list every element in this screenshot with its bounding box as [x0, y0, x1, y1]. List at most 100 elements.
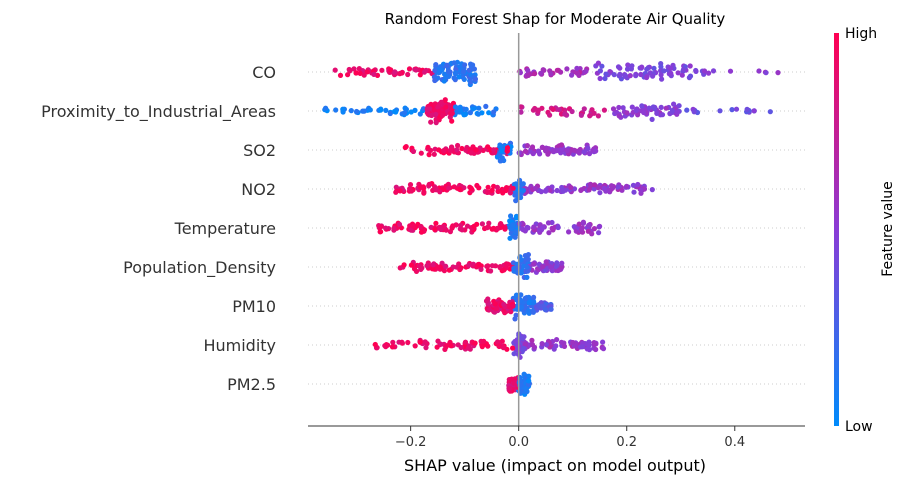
shap-point [756, 68, 762, 74]
shap-point [444, 62, 450, 68]
shap-point [436, 108, 442, 114]
shap-point [431, 151, 437, 157]
shap-point [393, 189, 399, 195]
shap-point [397, 188, 403, 194]
shap-point [518, 270, 524, 276]
shap-point [529, 342, 536, 348]
shap-point [489, 187, 495, 193]
shap-point [432, 77, 438, 84]
shap-point [408, 109, 414, 115]
shap-point [717, 108, 723, 114]
shap-point [641, 109, 647, 116]
shap-point [639, 103, 645, 109]
shap-point [659, 76, 665, 82]
shap-point [511, 380, 517, 386]
shap-point [458, 222, 464, 229]
shap-point [468, 79, 474, 85]
shap-point [635, 112, 641, 118]
shap-point [452, 104, 459, 110]
shap-point [459, 227, 465, 233]
shap-point [538, 70, 544, 76]
shap-point [564, 148, 570, 154]
shap-point [548, 264, 554, 270]
shap-point [454, 147, 460, 153]
shap-point [340, 106, 346, 112]
shap-point [484, 263, 490, 269]
shap-point [422, 339, 428, 345]
shap-point [519, 335, 525, 341]
shap-point [595, 113, 602, 119]
shap-point [654, 110, 660, 116]
shap-point [402, 144, 408, 151]
shap-point [371, 71, 377, 77]
shap-point [424, 106, 430, 112]
shap-point [687, 63, 693, 69]
shap-point [456, 74, 462, 80]
shap-point [596, 230, 602, 236]
shap-point [531, 224, 537, 230]
shap-point [378, 224, 384, 230]
shap-point [667, 65, 674, 71]
shap-point [360, 108, 366, 114]
shap-point [441, 224, 447, 230]
shap-point [437, 189, 443, 195]
shap-point [392, 69, 398, 75]
shap-point [624, 110, 630, 116]
shap-point [407, 182, 414, 188]
shap-point [633, 73, 639, 79]
shap-point [663, 105, 669, 111]
shap-point [649, 116, 655, 122]
shap-point [462, 62, 468, 68]
shap-point [436, 264, 442, 270]
shap-point [596, 224, 602, 230]
shap-point [494, 306, 500, 312]
shap-point [542, 307, 548, 313]
shap-point [463, 106, 469, 112]
shap-point [378, 229, 384, 235]
shap-point [509, 345, 516, 351]
shap-point [620, 105, 626, 111]
shap-point [503, 261, 509, 267]
feature-label: PM10 [232, 297, 276, 316]
feature-label: PM2.5 [227, 375, 276, 394]
shap-point [445, 69, 451, 75]
shap-point [492, 301, 498, 307]
shap-point [559, 260, 565, 266]
shap-point [478, 266, 484, 272]
shap-point [337, 72, 344, 78]
shap-point [513, 292, 520, 298]
shap-point [518, 292, 524, 298]
shap-point [554, 260, 560, 266]
shap-point [397, 71, 403, 77]
shap-point [586, 187, 592, 193]
shap-point [540, 264, 546, 270]
shap-point [775, 70, 781, 76]
shap-point [497, 144, 503, 150]
shap-point [518, 104, 524, 110]
shap-point [555, 224, 561, 231]
shap-point [629, 63, 635, 69]
shap-point [691, 109, 697, 115]
shap-point [501, 267, 507, 273]
shap-point [767, 109, 773, 115]
shap-point [638, 71, 644, 78]
shap-point [578, 112, 585, 118]
x-axis-label: SHAP value (impact on model output) [404, 456, 706, 475]
shap-point [465, 345, 471, 351]
shap-point [593, 346, 599, 353]
shap-point [523, 148, 529, 154]
shap-point [519, 226, 525, 232]
shap-point [481, 338, 487, 344]
shap-point [408, 262, 414, 268]
shap-point [509, 222, 516, 228]
shap-point [586, 342, 592, 348]
shap-point [625, 62, 631, 68]
shap-point [510, 185, 516, 191]
shap-point [586, 222, 592, 228]
shap-point [547, 187, 553, 193]
shap-point [475, 111, 481, 117]
shap-point [554, 187, 560, 194]
shap-point [449, 118, 455, 124]
shap-point [659, 112, 666, 118]
shap-point [532, 185, 539, 191]
